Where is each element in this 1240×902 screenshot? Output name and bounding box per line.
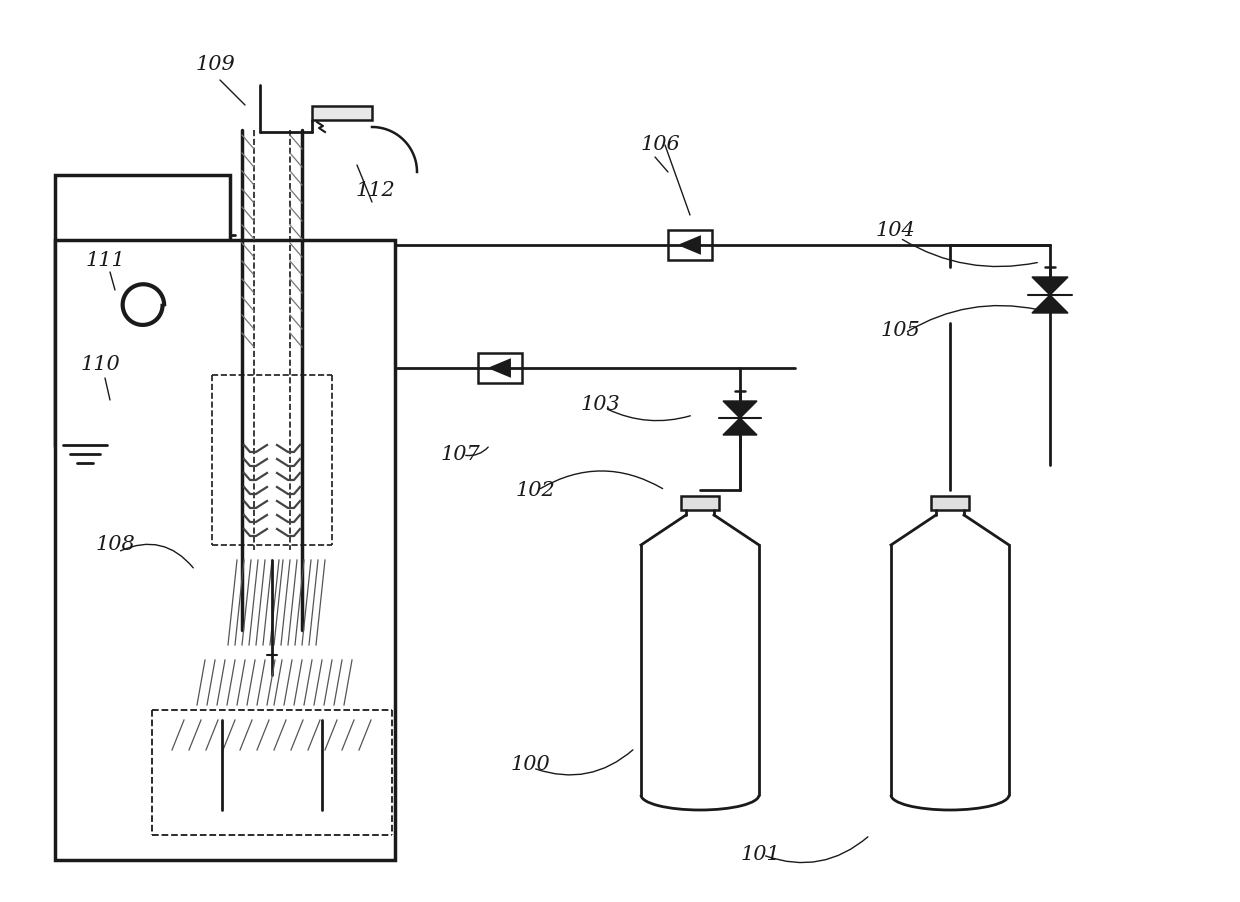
Text: 112: 112: [355, 180, 394, 199]
Text: 105: 105: [880, 320, 920, 339]
Polygon shape: [1032, 277, 1068, 295]
Bar: [335, 748, 348, 758]
Bar: [252, 620, 291, 660]
Text: 107: 107: [440, 446, 480, 465]
Bar: [195, 748, 210, 758]
Bar: [55, 240, 396, 860]
Bar: [55, 175, 229, 445]
Polygon shape: [490, 360, 510, 376]
Text: 106: 106: [640, 135, 680, 154]
Polygon shape: [1032, 295, 1068, 313]
Bar: [224, 385, 238, 413]
Polygon shape: [723, 401, 756, 418]
Bar: [274, 560, 316, 645]
Bar: [295, 748, 309, 758]
Text: 104: 104: [875, 220, 915, 240]
Text: 102: 102: [515, 481, 554, 500]
Text: 111: 111: [86, 251, 125, 270]
Bar: [228, 560, 270, 645]
Text: 108: 108: [95, 536, 135, 555]
Text: 103: 103: [580, 395, 620, 415]
Bar: [274, 660, 347, 705]
Text: 100: 100: [510, 756, 549, 775]
Bar: [477, 353, 522, 383]
Bar: [197, 660, 270, 705]
Bar: [312, 106, 372, 120]
Bar: [224, 420, 238, 448]
Polygon shape: [680, 236, 699, 253]
Bar: [931, 496, 968, 510]
Polygon shape: [260, 560, 284, 645]
Bar: [172, 720, 372, 750]
Bar: [668, 230, 712, 260]
Bar: [681, 496, 719, 510]
Bar: [306, 385, 320, 413]
Text: 109: 109: [195, 56, 234, 75]
Text: 101: 101: [740, 845, 780, 864]
Polygon shape: [723, 418, 756, 435]
Text: 110: 110: [81, 355, 120, 374]
Bar: [306, 420, 320, 448]
Bar: [236, 748, 249, 758]
